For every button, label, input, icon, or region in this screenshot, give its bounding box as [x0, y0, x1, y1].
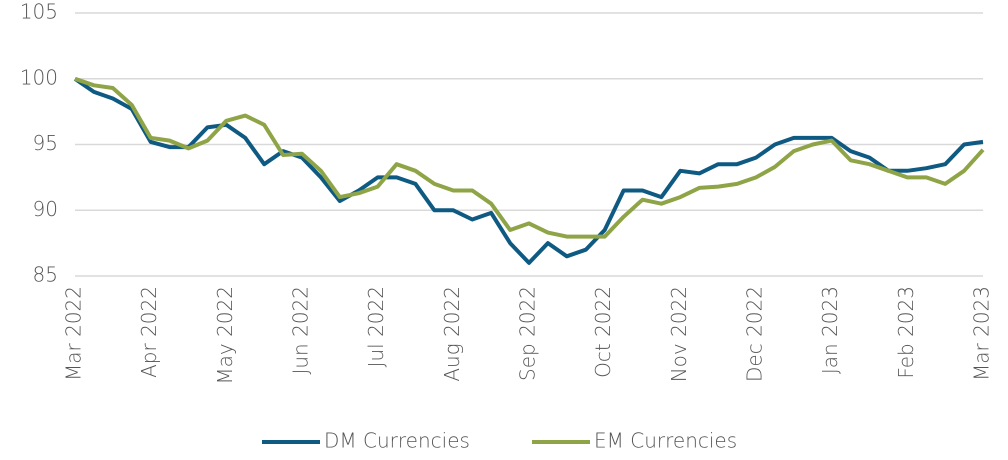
x-tick-label: May 2022 — [213, 286, 237, 385]
y-tick-label: 85 — [33, 263, 58, 287]
x-tick-label: Feb 2023 — [894, 286, 918, 379]
x-tick-label: Aug 2022 — [440, 286, 464, 382]
y-tick-label: 100 — [20, 65, 58, 89]
x-tick-label: Apr 2022 — [137, 286, 161, 378]
legend-label: DM Currencies — [324, 429, 470, 453]
x-tick-label: Jan 2023 — [818, 286, 842, 374]
y-tick-label: 105 — [20, 0, 58, 24]
x-tick-label: Jul 2022 — [364, 286, 388, 367]
series-line — [74, 76, 985, 239]
legend-label: EM Currencies — [594, 429, 737, 453]
series-line — [73, 77, 984, 265]
x-tick-label: Dec 2022 — [743, 286, 767, 382]
x-tick-label: Sep 2022 — [516, 286, 540, 381]
x-tick-label: Oct 2022 — [591, 286, 615, 378]
x-tick-label: Mar 2023 — [970, 286, 994, 381]
y-tick-label: 95 — [33, 131, 58, 155]
y-tick-label: 90 — [33, 197, 58, 221]
x-tick-label: Mar 2022 — [62, 286, 86, 381]
x-tick-label: Jun 2022 — [289, 286, 313, 375]
x-tick-label: Nov 2022 — [667, 286, 691, 382]
